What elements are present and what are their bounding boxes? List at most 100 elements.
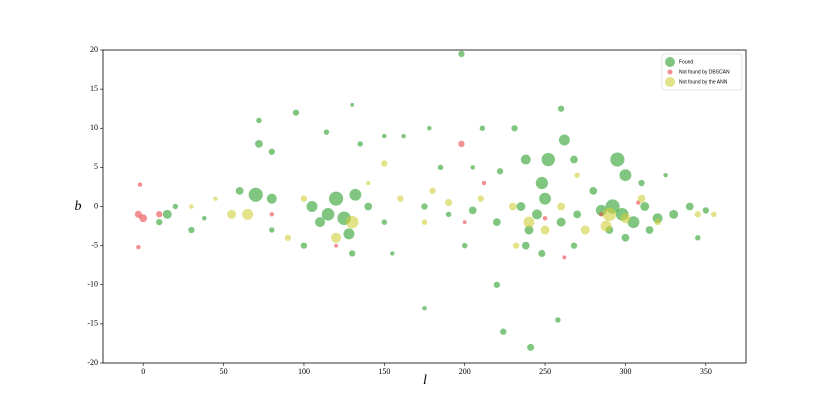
point	[694, 211, 701, 218]
point	[556, 217, 566, 227]
y-tick-label: -15	[87, 319, 98, 328]
point	[202, 216, 207, 221]
point	[695, 235, 701, 241]
point	[437, 164, 444, 171]
y-axis-label: b	[75, 199, 82, 214]
plot-frame	[102, 49, 747, 364]
point	[300, 242, 308, 249]
point	[477, 195, 484, 202]
point	[458, 50, 465, 58]
point	[638, 179, 645, 187]
point	[645, 226, 654, 234]
point	[479, 125, 486, 131]
point	[458, 140, 465, 148]
point	[520, 154, 531, 165]
point	[621, 233, 630, 242]
point	[511, 125, 518, 132]
point	[663, 172, 668, 178]
point	[627, 216, 640, 229]
point	[268, 148, 275, 155]
point	[702, 207, 709, 214]
legend-label: Not found by DBSCAN	[679, 69, 730, 75]
point	[300, 195, 308, 202]
point	[382, 133, 387, 139]
point	[350, 102, 355, 107]
point	[334, 243, 339, 248]
point	[558, 134, 570, 146]
point	[654, 218, 661, 226]
point	[381, 160, 388, 167]
point	[573, 210, 582, 219]
point	[323, 129, 330, 135]
point	[539, 192, 551, 205]
point	[542, 216, 548, 221]
legend-label: Found	[679, 59, 693, 65]
point	[570, 155, 578, 164]
point	[421, 203, 428, 210]
point	[589, 186, 598, 195]
point	[139, 214, 148, 223]
point	[570, 242, 578, 249]
point	[172, 203, 179, 210]
point	[619, 169, 632, 182]
point	[306, 201, 318, 212]
point	[527, 343, 535, 351]
point	[366, 180, 371, 186]
point	[535, 176, 548, 190]
point	[269, 212, 275, 217]
point	[445, 211, 452, 218]
point	[524, 225, 534, 235]
legend-box	[661, 53, 743, 91]
y-tick-label: 0	[94, 201, 98, 210]
point	[292, 109, 300, 116]
point	[162, 209, 172, 219]
x-tick-label: 50	[220, 367, 228, 376]
point	[711, 211, 717, 218]
point	[557, 105, 565, 112]
point	[269, 227, 275, 233]
y-tick-label: 15	[90, 84, 98, 93]
legend-label: Not found by the ANN	[679, 79, 728, 85]
point	[610, 152, 625, 167]
point	[256, 117, 262, 124]
point	[562, 255, 567, 260]
x-tick-label: 200	[459, 367, 471, 376]
point	[470, 165, 475, 170]
point	[136, 244, 141, 250]
point	[343, 228, 355, 240]
x-tick-label: 150	[378, 367, 390, 376]
point	[227, 209, 237, 219]
x-tick-label: 300	[619, 367, 631, 376]
point	[640, 202, 650, 211]
x-tick-label: 0	[141, 367, 145, 376]
point	[235, 186, 244, 195]
y-tick-label: -10	[87, 280, 98, 289]
point	[580, 225, 590, 235]
point	[620, 213, 631, 224]
point	[321, 208, 335, 221]
point	[555, 317, 561, 323]
x-tick-label: 250	[539, 367, 551, 376]
point	[468, 206, 477, 215]
point	[516, 202, 526, 211]
point	[574, 172, 580, 178]
point	[669, 209, 679, 219]
point	[540, 225, 550, 235]
y-tick-label: 5	[94, 162, 98, 171]
point	[242, 208, 254, 220]
point	[557, 202, 566, 211]
point	[532, 209, 543, 220]
point	[523, 216, 535, 228]
point	[266, 193, 277, 204]
point	[462, 220, 467, 225]
point	[156, 218, 163, 226]
point	[538, 249, 546, 257]
point	[541, 152, 555, 167]
y-tick-label: 10	[90, 123, 98, 132]
point	[357, 141, 363, 147]
y-tick-label: -5	[91, 240, 98, 249]
point	[637, 194, 646, 203]
legend-marker	[667, 69, 673, 75]
point	[500, 328, 507, 335]
point	[315, 217, 326, 228]
